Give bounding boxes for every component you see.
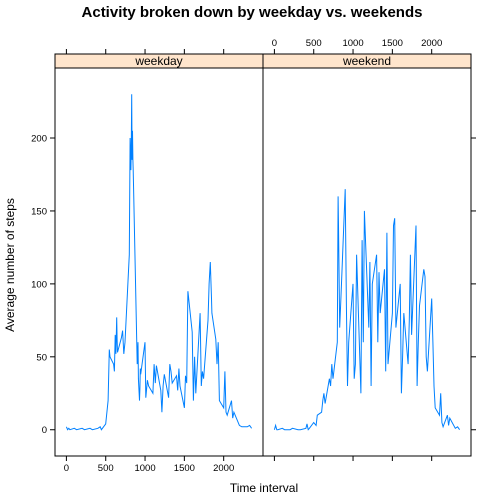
panel-weekday: weekday 0 500 1000 1500 2000 bbox=[54, 49, 264, 474]
chart-title: Activity broken down by weekday vs. week… bbox=[82, 4, 423, 21]
x-tick-label-top: 2000 bbox=[421, 38, 442, 49]
x-tick-label: 1000 bbox=[134, 463, 155, 474]
x-tick-label-top: 0 bbox=[272, 38, 277, 49]
x-tick-label-top: 1500 bbox=[382, 38, 403, 49]
panel-frame-weekday bbox=[54, 67, 264, 457]
x-tick-label-top: 500 bbox=[306, 38, 322, 49]
x-axis-label: Time interval bbox=[230, 481, 298, 495]
y-tick-label: 150 bbox=[31, 206, 47, 217]
strip-label-weekday: weekday bbox=[134, 54, 182, 68]
x-tick-label: 1500 bbox=[174, 463, 195, 474]
x-tick-label: 0 bbox=[64, 463, 69, 474]
panel-weekend: weekend 0 500 1000 1500 2000 bbox=[262, 38, 472, 461]
x-tick-label-top: 1000 bbox=[342, 38, 363, 49]
panel-frame-weekend bbox=[262, 67, 472, 457]
y-tick-label: 200 bbox=[31, 134, 47, 145]
strip-label-weekend: weekend bbox=[342, 54, 391, 68]
y-axis-label: Average number of steps bbox=[3, 198, 17, 332]
y-tick-label: 0 bbox=[42, 425, 47, 436]
x-tick-label: 500 bbox=[98, 463, 114, 474]
series-line-weekend bbox=[273, 189, 461, 431]
x-tick-label: 2000 bbox=[213, 463, 234, 474]
y-tick-label: 50 bbox=[36, 352, 47, 363]
y-tick-label: 100 bbox=[31, 279, 47, 290]
series-line-weekday bbox=[65, 94, 253, 431]
